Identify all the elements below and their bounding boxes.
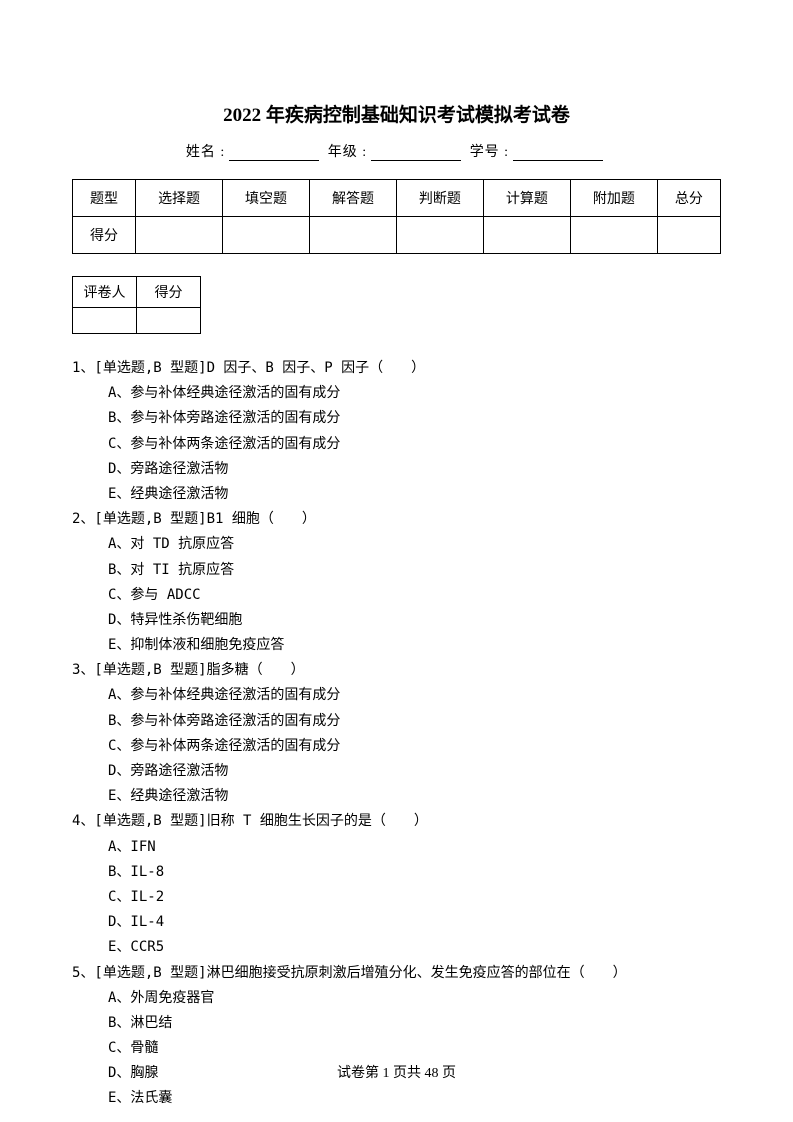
page-footer: 试卷第 1 页共 48 页	[0, 1062, 793, 1082]
option: E、CCR5	[108, 935, 721, 960]
score-cell	[396, 217, 483, 254]
grader-score-value	[137, 308, 201, 334]
option: A、参与补体经典途径激活的固有成分	[108, 683, 721, 708]
option: E、经典途径激活物	[108, 482, 721, 507]
option: A、对 TD 抗原应答	[108, 532, 721, 557]
option: C、参与 ADCC	[108, 583, 721, 608]
option: C、参与补体两条途径激活的固有成分	[108, 432, 721, 457]
question-stem: 2、[单选题,B 型题]B1 细胞（ ）	[72, 507, 721, 532]
questions-section: 1、[单选题,B 型题]D 因子、B 因子、P 因子（ ） A、参与补体经典途径…	[72, 356, 721, 1112]
option: A、参与补体经典途径激活的固有成分	[108, 381, 721, 406]
question-3: 3、[单选题,B 型题]脂多糖（ ） A、参与补体经典途径激活的固有成分 B、参…	[72, 658, 721, 809]
option: A、IFN	[108, 835, 721, 860]
grade-label: 年级 :	[328, 145, 367, 160]
score-header-cell: 总分	[657, 180, 720, 217]
score-table: 题型 选择题 填空题 解答题 判断题 计算题 附加题 总分 得分	[72, 179, 721, 254]
option: B、参与补体旁路途径激活的固有成分	[108, 406, 721, 431]
option: E、抑制体液和细胞免疫应答	[108, 633, 721, 658]
score-table-value-row: 得分	[73, 217, 721, 254]
score-cell	[657, 217, 720, 254]
score-header-cell: 附加题	[570, 180, 657, 217]
score-table-header-row: 题型 选择题 填空题 解答题 判断题 计算题 附加题 总分	[73, 180, 721, 217]
option: E、经典途径激活物	[108, 784, 721, 809]
option: C、参与补体两条途径激活的固有成分	[108, 734, 721, 759]
id-label: 学号 :	[470, 145, 509, 160]
option: D、特异性杀伤靶细胞	[108, 608, 721, 633]
option: B、对 TI 抗原应答	[108, 558, 721, 583]
score-cell	[310, 217, 397, 254]
score-header-cell: 填空题	[223, 180, 310, 217]
option: A、外周免疫器官	[108, 986, 721, 1011]
option: D、IL-4	[108, 910, 721, 935]
question-stem: 1、[单选题,B 型题]D 因子、B 因子、P 因子（ ）	[72, 356, 721, 381]
grader-table: 评卷人 得分	[72, 276, 201, 334]
option: D、旁路途径激活物	[108, 457, 721, 482]
question-stem: 4、[单选题,B 型题]旧称 T 细胞生长因子的是（ ）	[72, 809, 721, 834]
score-cell	[570, 217, 657, 254]
option: B、淋巴结	[108, 1011, 721, 1036]
question-1: 1、[单选题,B 型题]D 因子、B 因子、P 因子（ ） A、参与补体经典途径…	[72, 356, 721, 507]
grade-blank	[371, 160, 461, 161]
score-header-cell: 选择题	[136, 180, 223, 217]
question-stem: 5、[单选题,B 型题]淋巴细胞接受抗原刺激后增殖分化、发生免疫应答的部位在（ …	[72, 961, 721, 986]
name-blank	[229, 160, 319, 161]
option: D、旁路途径激活物	[108, 759, 721, 784]
score-cell	[136, 217, 223, 254]
option: C、IL-2	[108, 885, 721, 910]
option: B、IL-8	[108, 860, 721, 885]
question-stem: 3、[单选题,B 型题]脂多糖（ ）	[72, 658, 721, 683]
score-header-cell: 解答题	[310, 180, 397, 217]
option: E、法氏囊	[108, 1086, 721, 1111]
student-info-line: 姓名 : 年级 : 学号 :	[72, 141, 721, 161]
name-label: 姓名 :	[186, 145, 225, 160]
question-4: 4、[单选题,B 型题]旧称 T 细胞生长因子的是（ ） A、IFN B、IL-…	[72, 809, 721, 960]
question-2: 2、[单选题,B 型题]B1 细胞（ ） A、对 TD 抗原应答 B、对 TI …	[72, 507, 721, 658]
question-5: 5、[单选题,B 型题]淋巴细胞接受抗原刺激后增殖分化、发生免疫应答的部位在（ …	[72, 961, 721, 1112]
score-header-cell: 题型	[73, 180, 136, 217]
score-header-cell: 判断题	[396, 180, 483, 217]
grader-value	[73, 308, 137, 334]
grader-label: 评卷人	[73, 277, 137, 308]
score-cell	[483, 217, 570, 254]
option: B、参与补体旁路途径激活的固有成分	[108, 709, 721, 734]
score-cell	[223, 217, 310, 254]
option: C、骨髓	[108, 1036, 721, 1061]
id-blank	[513, 160, 603, 161]
exam-title: 2022 年疾病控制基础知识考试模拟考试卷	[72, 100, 721, 127]
grader-score-label: 得分	[137, 277, 201, 308]
score-header-cell: 计算题	[483, 180, 570, 217]
score-row-label: 得分	[73, 217, 136, 254]
